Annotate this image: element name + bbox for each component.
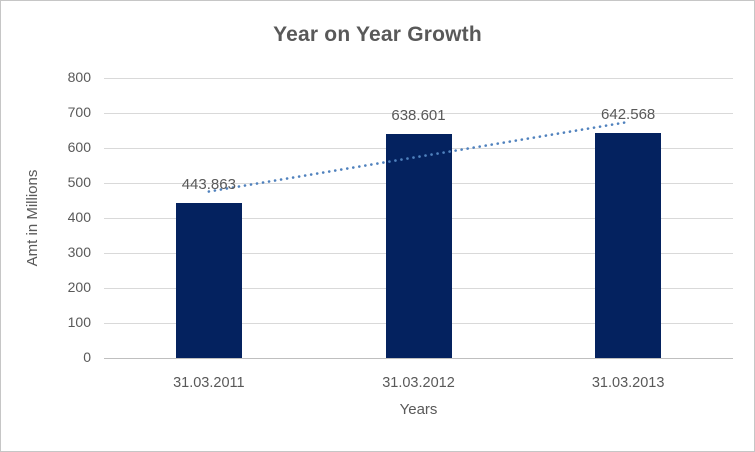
- y-tick-label: 400: [67, 209, 91, 225]
- chart-title: Year on Year Growth: [273, 23, 482, 46]
- bar-data-label: 642.568: [601, 106, 656, 124]
- x-axis-line: [104, 358, 733, 359]
- y-tick-label: 800: [67, 69, 91, 85]
- bar-data-label: 638.601: [391, 107, 446, 125]
- x-tick-label: 31.03.2012: [382, 375, 455, 391]
- y-tick-label: 0: [83, 349, 91, 365]
- y-tick-label: 600: [67, 139, 91, 155]
- gridline: [104, 113, 733, 114]
- x-tick-label: 31.03.2011: [173, 375, 245, 391]
- x-axis-title: Years: [399, 401, 438, 418]
- bar: [175, 202, 242, 358]
- bar: [385, 134, 452, 358]
- y-tick-label: 700: [67, 104, 91, 120]
- x-tick-label: 31.03.2013: [591, 375, 665, 391]
- bar: [595, 133, 662, 358]
- y-tick-label: 100: [67, 314, 91, 330]
- gridline: [104, 78, 733, 79]
- y-tick-label: 500: [67, 174, 91, 190]
- y-tick-label: 200: [67, 279, 91, 295]
- y-tick-label: 300: [67, 244, 91, 260]
- bar-data-label: 443.863: [181, 175, 236, 193]
